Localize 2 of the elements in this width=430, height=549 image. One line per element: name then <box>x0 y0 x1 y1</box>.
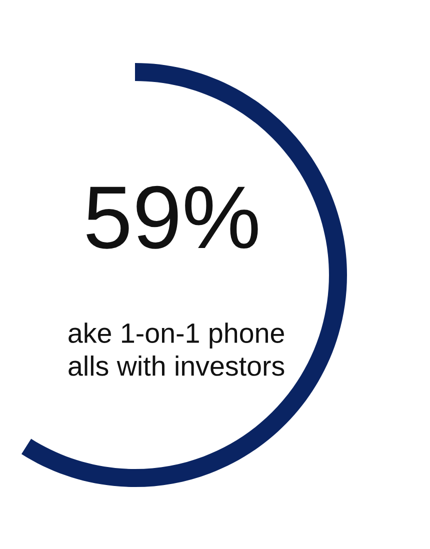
data-label: 59% <box>86 186 258 249</box>
text: ake 1-on-1 phone alls with investors <box>68 322 284 376</box>
